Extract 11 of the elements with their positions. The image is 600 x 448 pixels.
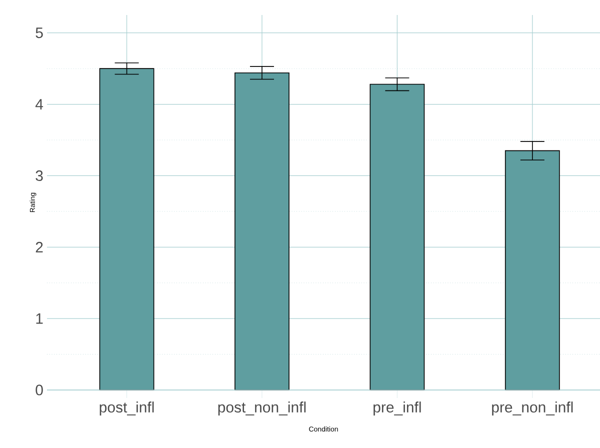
x-tick-label: pre_non_infl <box>492 402 573 416</box>
y-tick-label: 4 <box>35 99 44 110</box>
y-tick-label: 3 <box>36 170 43 182</box>
y-tick-label: 1 <box>36 313 43 324</box>
x-tick-label: post_infl <box>100 402 154 416</box>
y-tick-label: 5 <box>36 28 43 38</box>
bar <box>504 150 560 390</box>
y-tick-label: 2 <box>36 242 43 252</box>
x-tick-label: pre_infl <box>374 402 421 416</box>
x-tick-label: post_non_infl <box>218 402 306 416</box>
y-tick-label: 0 <box>36 384 43 396</box>
